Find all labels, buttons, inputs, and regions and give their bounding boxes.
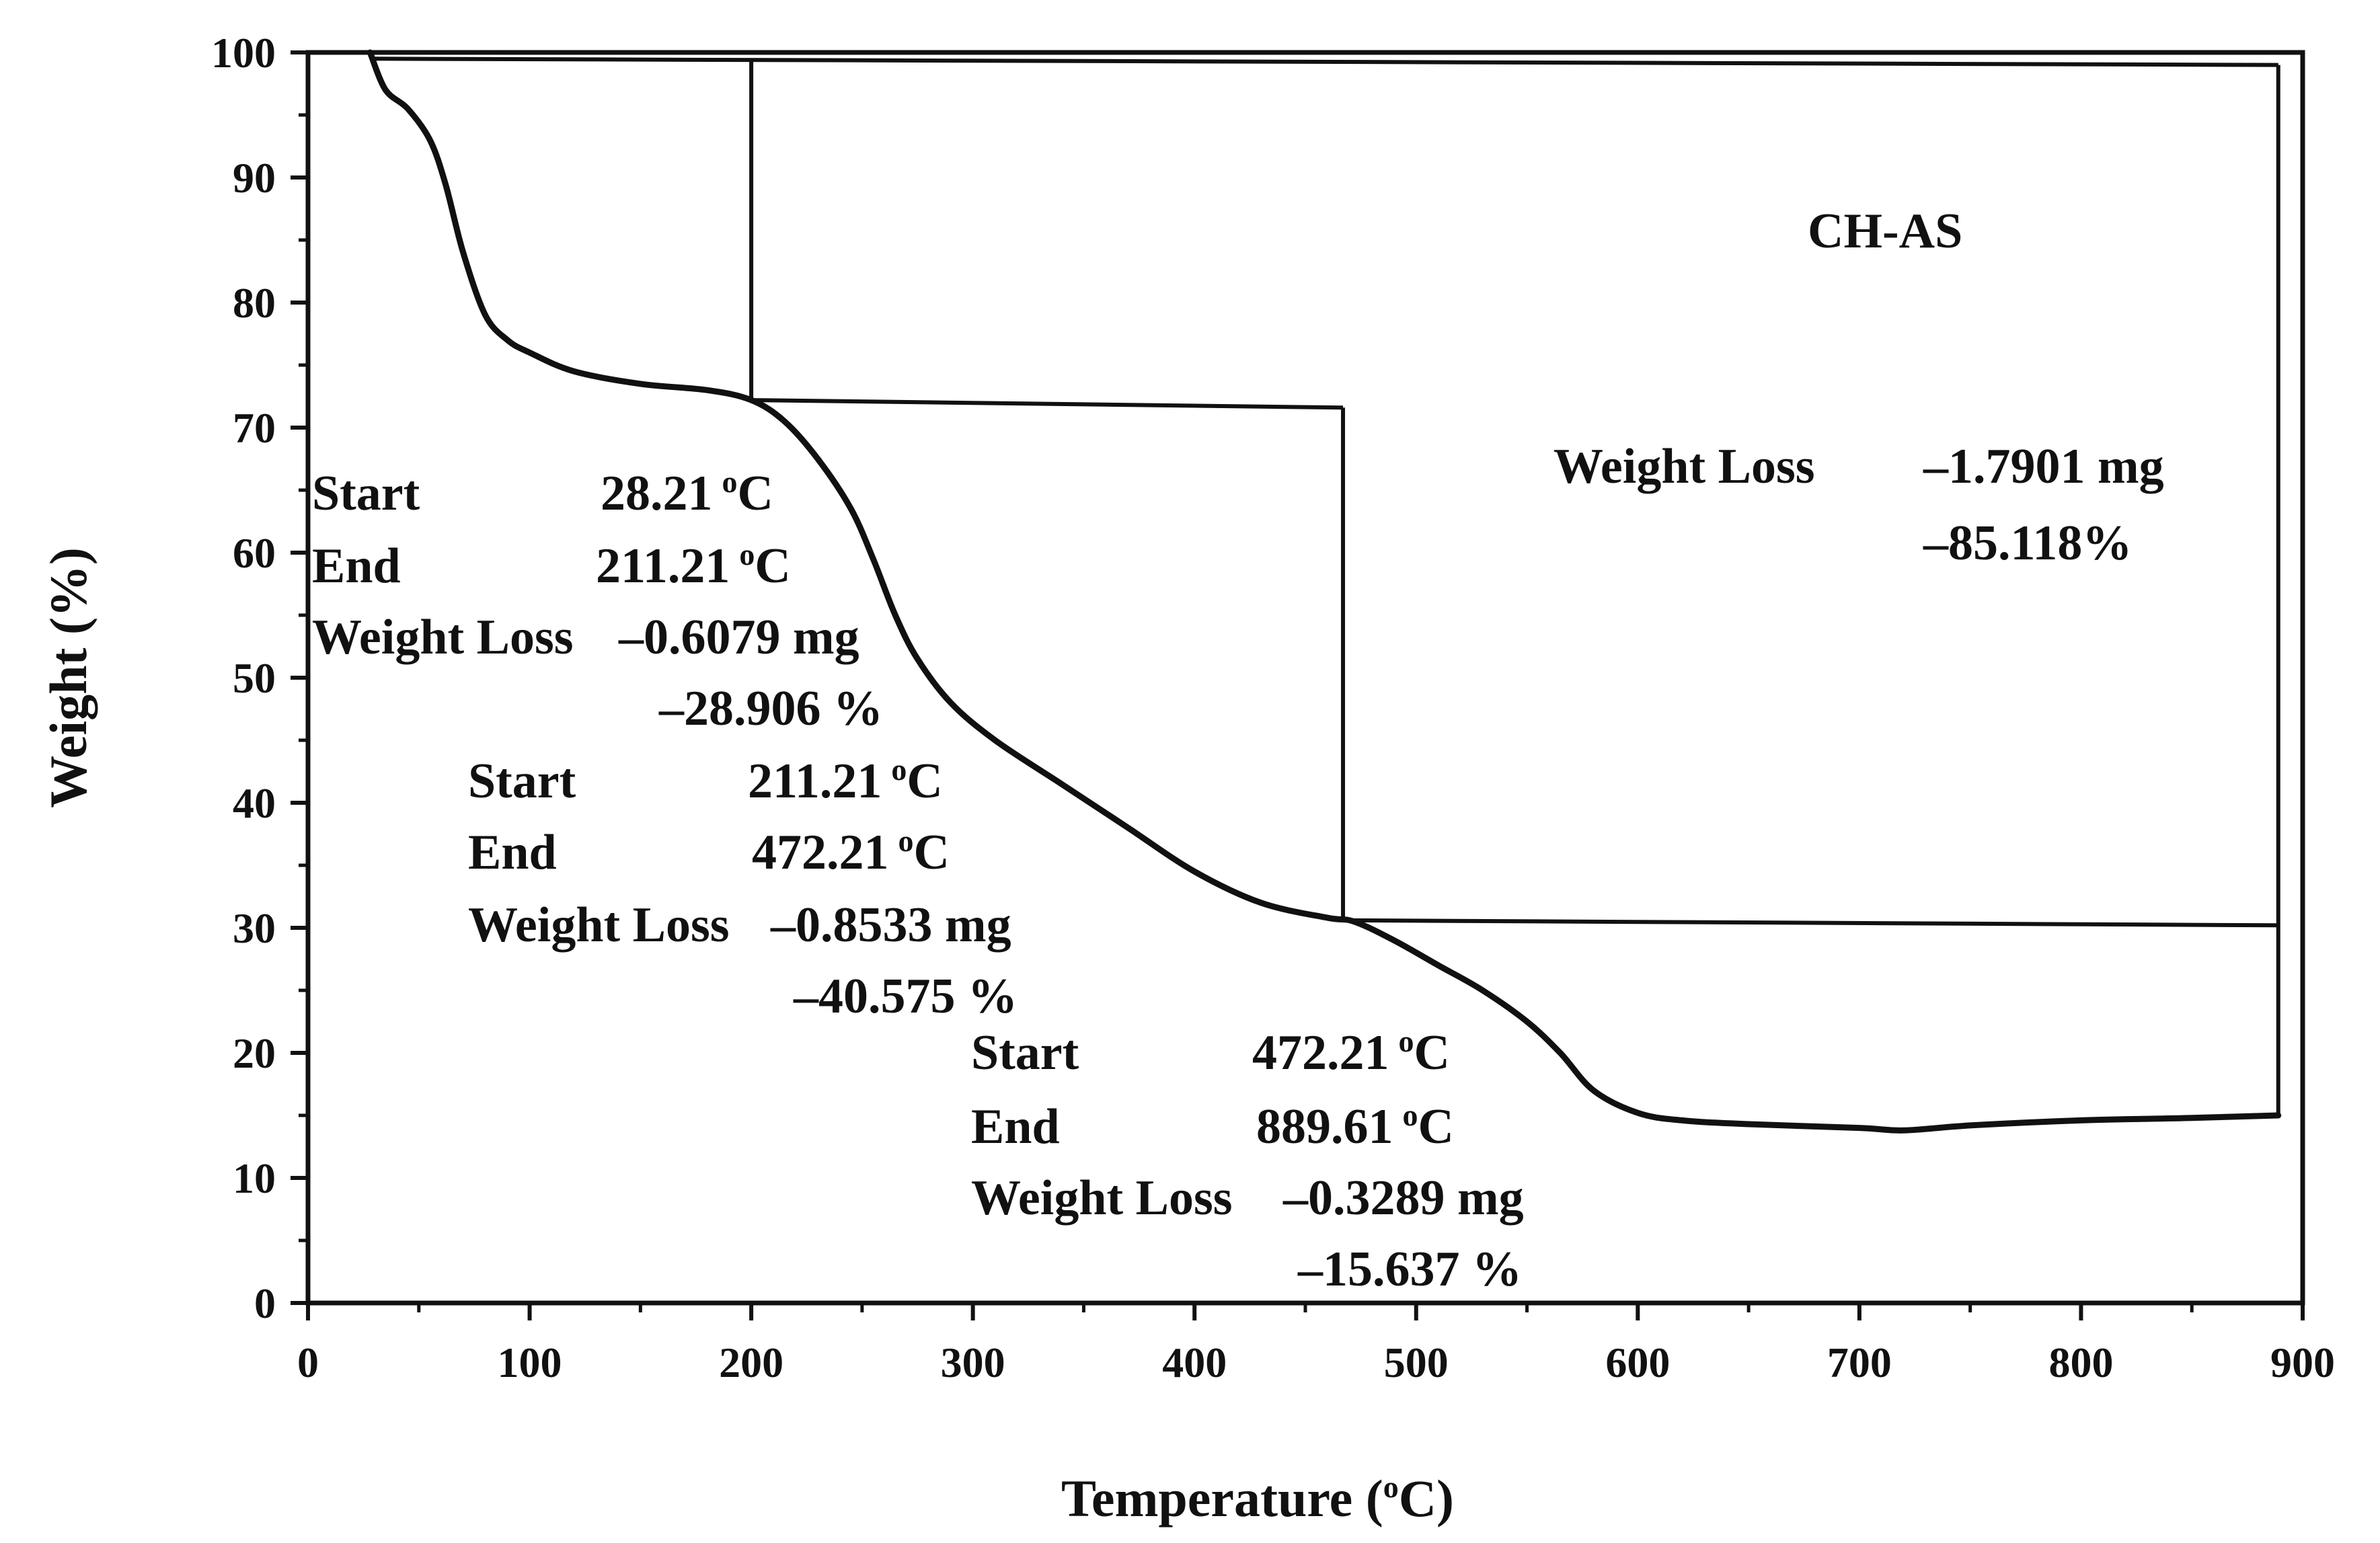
step1-annotation: Start 28.21 oC End 211.21 oC Weight Loss –… [312,465,883,736]
step2-loss-pct: –40.575 % [793,969,1018,1024]
step1-start-unit: C [738,466,773,521]
y-tick-label: 70 [233,404,276,452]
x-axis-title-tail: C) [1399,1469,1454,1528]
total-loss-pct: –85.118% [1923,516,2132,571]
y-axis-title: Weight (%) [39,547,98,808]
step2-loss-mg: –0.8533 mg [770,898,1011,953]
x-axis-title-main: Temperature ( [1061,1469,1383,1528]
x-axis-title-degree: o [1383,1470,1399,1504]
step2-start-number: 211.21 [748,754,882,809]
step3-start-unit: C [1414,1025,1450,1080]
step1-loss-pct: –28.906 % [658,681,883,736]
step-1-level-lines [751,398,1344,410]
step-1-level-lines [370,56,2278,67]
step1-end-number: 211.21 [596,539,730,594]
step2-end-number: 472.21 [752,825,889,880]
x-tick-label: 900 [2270,1339,2335,1386]
step2-end-label: End [468,825,557,880]
step2-end-value: 472.21 oC [752,824,950,880]
step1-end-unit: C [755,539,790,594]
step3-end-degree: o [1403,1098,1418,1132]
step3-start-degree: o [1399,1024,1414,1058]
step3-end-label: End [971,1099,1060,1154]
y-tick-label: 0 [254,1279,276,1327]
step2-loss-label: Weight Loss [468,898,730,953]
weight-curve [367,49,2282,1134]
y-tick-label: 30 [233,904,276,952]
step3-end-number: 889.61 [1256,1099,1393,1154]
y-tick-label: 50 [233,654,276,702]
total-loss-mg: –1.7901 mg [1923,439,2164,494]
step3-annotation: Start 472.21 oC End 889.61 oC Weight Loss … [971,1024,1524,1297]
y-tick-label: 10 [233,1154,276,1202]
y-tick-label: 80 [233,279,276,327]
x-tick-label: 100 [498,1339,562,1386]
step3-loss-mg: –0.3289 mg [1282,1171,1524,1226]
x-tick-label: 200 [719,1339,783,1386]
step1-end-value: 211.21 oC [596,537,791,594]
y-axis-ticks: 0 10 20 30 40 50 60 70 80 90 100 [211,29,308,1327]
step1-loss-mg: –0.6079 mg [618,610,859,665]
x-tick-label: 300 [941,1339,1005,1386]
step1-end-degree: o [739,537,755,571]
step3-end-value: 889.61 oC [1256,1098,1454,1154]
step-lines [370,56,2280,1118]
step3-loss-label: Weight Loss [971,1171,1233,1226]
y-tick-label: 100 [211,29,276,77]
total-loss-label: Weight Loss [1553,439,1815,494]
step1-start-degree: o [722,465,738,499]
x-tick-label: 400 [1162,1339,1227,1386]
x-tick-label: 600 [1605,1339,1670,1386]
step3-end-unit: C [1418,1099,1454,1154]
step2-start-label: Start [468,754,576,809]
y-tick-label: 90 [233,154,276,202]
step2-end-unit: C [914,825,950,880]
y-tick-label: 60 [233,529,276,577]
x-axis-ticks: 0 100 200 300 400 500 600 700 800 900 [297,1303,2335,1386]
x-tick-label: 0 [297,1339,319,1386]
step2-end-degree: o [898,824,914,858]
step2-start-value: 211.21 oC [748,752,943,809]
step3-start-value: 472.21 oC [1252,1024,1450,1080]
step1-start-number: 28.21 [601,466,713,521]
y-tick-label: 40 [233,779,276,827]
x-tick-label: 700 [1827,1339,1892,1386]
step3-start-label: Start [971,1025,1079,1080]
y-tick-label: 20 [233,1029,276,1077]
step3-start-number: 472.21 [1252,1025,1389,1080]
x-tick-label: 500 [1384,1339,1449,1386]
x-tick-label: 800 [2048,1339,2113,1386]
step2-start-degree: o [891,752,907,787]
step3-loss-pct: –15.637 % [1297,1242,1522,1297]
sample-label: CH-AS [1808,204,1962,259]
step2-annotation: Start 211.21 oC End 472.21 oC Weight Loss … [468,752,1018,1024]
step1-end-label: End [312,539,401,594]
step1-start-label: Start [312,466,420,521]
step-2-level-lines [1343,918,2278,928]
x-axis-title: Temperature (oC) [1061,1469,1454,1528]
total-annotation: Weight Loss –1.7901 mg –85.118% [1553,439,2164,571]
step1-start-value: 28.21 oC [601,465,773,521]
step1-loss-label: Weight Loss [312,610,574,665]
step2-start-unit: C [907,754,942,809]
